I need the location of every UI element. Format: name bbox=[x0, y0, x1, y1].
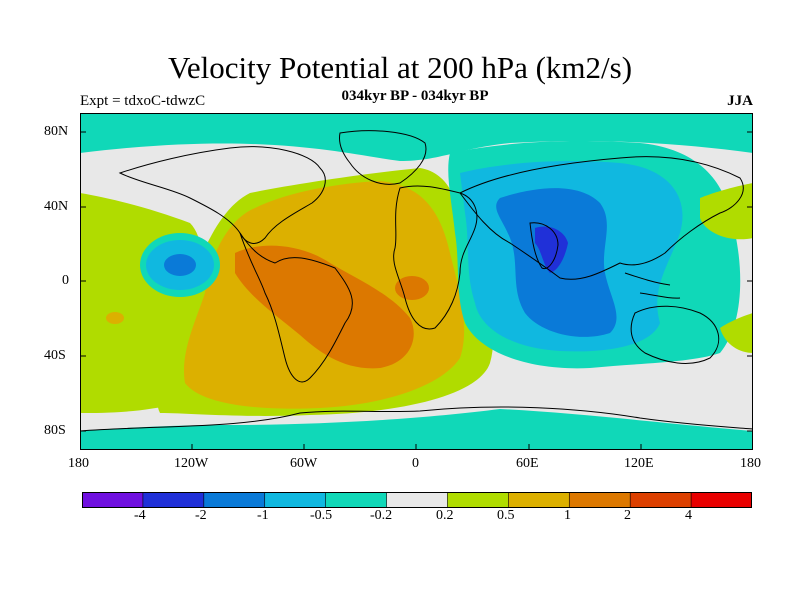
colorbar-swatch bbox=[629, 492, 692, 508]
map-title: Velocity Potential at 200 hPa (km2/s) bbox=[167, 50, 633, 85]
colorbar-swatch bbox=[82, 492, 144, 508]
lat-label-80n: 80N bbox=[44, 124, 69, 139]
lon-label-60w: 60W bbox=[290, 456, 318, 471]
colorbar-label-0-2: 0.2 bbox=[436, 508, 454, 523]
colorbar-label-4: 4 bbox=[685, 508, 692, 523]
colorbar-swatch bbox=[386, 492, 449, 508]
lon-label-0: 0 bbox=[412, 456, 419, 471]
colorbar-swatch bbox=[142, 492, 205, 508]
colorbar-label-neg2: -2 bbox=[195, 508, 207, 523]
lat-label-0: 0 bbox=[62, 273, 69, 288]
colorbar-label-1: 1 bbox=[564, 508, 571, 523]
lon-label-120e: 120E bbox=[624, 456, 654, 471]
colorbar-label-2: 2 bbox=[624, 508, 631, 523]
lat-label-40n: 40N bbox=[44, 199, 69, 214]
map-panel bbox=[80, 113, 753, 450]
colorbar-swatch bbox=[447, 492, 510, 508]
colorbar-label-neg0-5: -0.5 bbox=[310, 508, 333, 523]
lat-label-40s: 40S bbox=[44, 348, 66, 363]
colorbar-label-neg4: -4 bbox=[134, 508, 146, 523]
map-subtitle: 034kyr BP - 034kyr BP bbox=[341, 88, 489, 104]
colorbar-label-0-5: 0.5 bbox=[497, 508, 515, 523]
experiment-label: Expt = tdxoC-tdwzC bbox=[80, 93, 206, 109]
season-label: JJA bbox=[727, 93, 753, 109]
colorbar-swatch bbox=[264, 492, 327, 508]
colorbar-label-neg0-2: -0.2 bbox=[370, 508, 393, 523]
colorbar-swatch bbox=[690, 492, 752, 508]
lon-label-180e: 180 bbox=[740, 456, 761, 471]
lon-label-60e: 60E bbox=[516, 456, 539, 471]
lon-label-180w: 180 bbox=[68, 456, 89, 471]
colorbar-swatch bbox=[203, 492, 266, 508]
contour-field bbox=[80, 113, 753, 450]
colorbar-swatch bbox=[325, 492, 388, 508]
lon-label-120w: 120W bbox=[174, 456, 209, 471]
lat-label-80s: 80S bbox=[44, 423, 66, 438]
colorbar-swatch bbox=[568, 492, 631, 508]
coastlines bbox=[80, 130, 753, 432]
colorbar bbox=[82, 492, 752, 508]
colorbar-label-neg1: -1 bbox=[257, 508, 269, 523]
colorbar-swatch bbox=[508, 492, 571, 508]
